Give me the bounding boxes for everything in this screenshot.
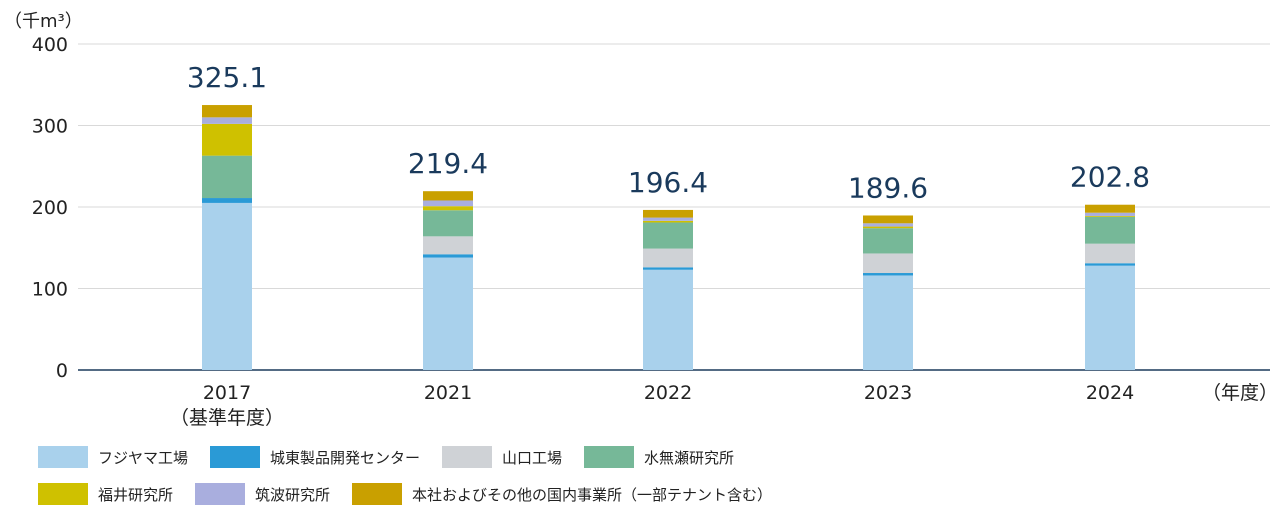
bar-segment-1-2022 [643, 269, 693, 370]
legend-swatch [38, 483, 88, 505]
bar-segment-7-2023 [863, 215, 913, 224]
bar-segment-4-2024 [1085, 216, 1135, 244]
y-unit-label: （千m³） [4, 11, 83, 32]
bar-segment-1-2023 [863, 275, 913, 370]
legend-label: 本社およびその他の国内事業所（一部テナント含む） [412, 485, 773, 504]
total-label-2024: 202.8 [1070, 161, 1150, 194]
legend-label: 山口工場 [502, 448, 563, 467]
legend-item-2: 城東製品開発センター [210, 446, 420, 468]
legend-swatch [210, 446, 261, 468]
bar-segment-3-2021 [423, 236, 473, 255]
legend-item-3: 山口工場 [442, 446, 562, 468]
legend-swatch [195, 483, 246, 505]
labels: 0 100 200 300 400（千m³） （年度） 325.1 2017 （基準年度） 219… [4, 11, 1278, 429]
legend-item-6: 筑波研究所 [195, 483, 330, 505]
bar-segment-7-2024 [1085, 204, 1135, 213]
legend-swatch [352, 483, 403, 505]
bar-segment-4-2023 [863, 228, 913, 254]
bar-segment-1-2021 [423, 257, 473, 370]
legend-label: フジヤマ工場 [98, 448, 189, 467]
bar-segment-3-2024 [1085, 243, 1135, 264]
legend-item-1: フジヤマ工場 [38, 446, 188, 468]
bar-segment-6-2022 [643, 217, 693, 221]
bar-segment-2-2023 [863, 273, 913, 276]
bar-segment-7-2022 [643, 209, 693, 218]
x-tick-label-2024: 2024 [1086, 382, 1134, 404]
bar-segment-6-2017 [202, 117, 252, 124]
y-tick-label: 100 [32, 279, 68, 301]
bar-segment-6-2021 [423, 200, 473, 207]
bar-segment-4-2017 [202, 155, 252, 199]
x-tick-label-2023: 2023 [864, 382, 912, 404]
legend-label: 城東製品開発センター [270, 448, 421, 467]
bar-segment-3-2023 [863, 253, 913, 274]
bar-segment-2-2022 [643, 267, 693, 270]
total-label-2023: 189.6 [848, 171, 928, 204]
bar-segment-5-2021 [423, 206, 473, 211]
legend-label: 筑波研究所 [255, 485, 331, 504]
bar-segment-7-2017 [202, 105, 252, 118]
bar-segment-5-2022 [643, 220, 693, 223]
bar-segment-3-2022 [643, 248, 693, 268]
y-tick-label: 0 [56, 360, 68, 382]
x-tick-label-2022: 2022 [644, 382, 692, 404]
bar-segment-6-2023 [863, 223, 913, 227]
bar-segment-2-2021 [423, 254, 473, 258]
bar-segment-7-2021 [423, 191, 473, 201]
total-label-2021: 219.4 [408, 147, 488, 180]
legend-swatch [38, 446, 88, 468]
bar-segment-2-2017 [202, 198, 252, 203]
y-tick-label: 300 [32, 116, 68, 138]
x-unit-label: （年度） [1202, 382, 1278, 404]
y-tick-label: 400 [32, 34, 68, 56]
legend-label: 福井研究所 [98, 485, 174, 504]
legend-swatch [442, 446, 493, 468]
x-tick-sublabel-2017: （基準年度） [170, 407, 284, 429]
bar-segment-6-2024 [1085, 212, 1135, 216]
legend-row-1: フジヤマ工場 城東製品開発センター 山口工場 水無瀬研究所 [38, 446, 756, 468]
y-tick-label: 200 [32, 197, 68, 219]
x-tick-label-2021: 2021 [424, 382, 472, 404]
bar-segment-4-2021 [423, 210, 473, 237]
total-label-2022: 196.4 [628, 166, 708, 199]
bar-segment-5-2017 [202, 123, 252, 156]
legend-row-2: 福井研究所 筑波研究所 本社およびその他の国内事業所（一部テナント含む） [38, 483, 794, 505]
bars [202, 105, 1135, 370]
bar-segment-1-2017 [202, 202, 252, 370]
bar-segment-5-2023 [863, 226, 913, 229]
total-label-2017: 325.1 [187, 61, 267, 94]
bar-segment-1-2024 [1085, 265, 1135, 370]
x-tick-label-2017: 2017 [203, 382, 251, 404]
legend-item-5: 福井研究所 [38, 483, 173, 505]
bar-segment-2-2024 [1085, 263, 1135, 266]
legend-label: 水無瀬研究所 [644, 448, 735, 467]
legend-item-7: 本社およびその他の国内事業所（一部テナント含む） [352, 483, 772, 505]
bar-segment-5-2024 [1085, 215, 1135, 217]
legend-item-4: 水無瀬研究所 [584, 446, 734, 468]
bar-segment-4-2022 [643, 222, 693, 249]
legend-swatch [584, 446, 635, 468]
